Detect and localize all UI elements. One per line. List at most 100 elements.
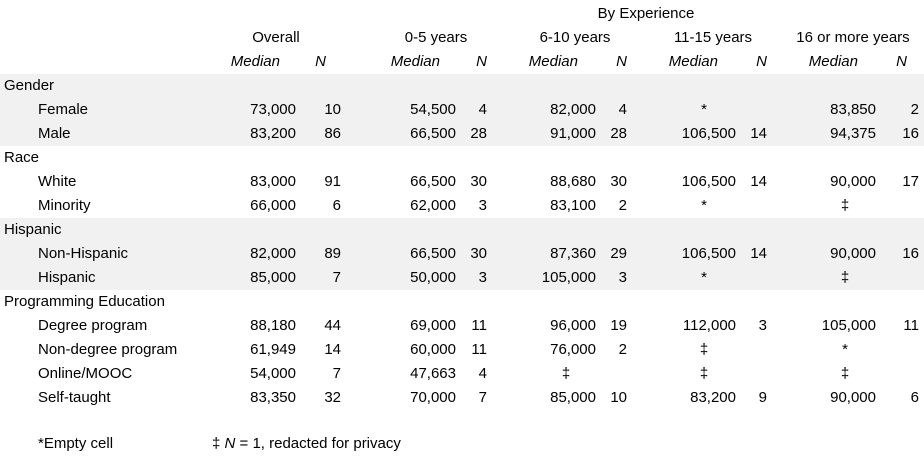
median-cell: 83,000	[250, 173, 296, 190]
n-cell: 30	[470, 245, 487, 262]
median-cell: 94,375	[830, 125, 876, 142]
table-row: Hispanic 85,000 7 50,000 3 105,000 3 * ‡	[0, 266, 924, 290]
median-cell: 83,100	[550, 197, 596, 214]
median-cell: 87,360	[550, 245, 596, 262]
row-label: Non-degree program	[38, 341, 178, 358]
column-header-4: 16 or more years	[796, 29, 910, 46]
median-cell: 88,680	[550, 173, 596, 190]
n-cell: 2	[618, 341, 627, 358]
n-cell: 29	[610, 245, 627, 262]
median-cell: ‡	[840, 365, 850, 382]
median-label: Median	[528, 53, 578, 70]
n-cell: 4	[478, 101, 487, 118]
footnote-empty-cell: *Empty cell	[38, 435, 114, 452]
n-cell: 2	[910, 101, 919, 118]
table-row: White 83,000 91 66,500 30 88,680 30 106,500 14 90…	[0, 170, 924, 194]
median-cell: 50,000	[410, 269, 456, 286]
group-header-row: Hispanic	[0, 218, 924, 242]
median-cell: 66,500	[410, 173, 456, 190]
n-cell: 9	[758, 389, 767, 406]
footnote-n-symbol: N	[224, 435, 236, 452]
n-label: N	[315, 53, 326, 70]
n-cell: 14	[750, 245, 767, 262]
median-cell: 66,500	[410, 245, 456, 262]
median-cell: 90,000	[830, 245, 876, 262]
median-cell: 96,000	[550, 317, 596, 334]
n-cell: 30	[610, 173, 627, 190]
n-cell: 3	[618, 269, 627, 286]
median-cell: 112,000	[682, 317, 736, 334]
median-cell: ‡	[699, 341, 709, 358]
row-label: Self-taught	[38, 389, 111, 406]
median-cell: 83,200	[690, 389, 736, 406]
n-label: N	[616, 53, 627, 70]
n-cell: 14	[324, 341, 341, 358]
median-cell: 69,000	[410, 317, 456, 334]
median-cell: 106,500	[681, 125, 736, 142]
n-cell: 10	[324, 101, 341, 118]
n-cell: 11	[903, 317, 919, 334]
n-cell: 10	[610, 389, 627, 406]
n-cell: 16	[902, 125, 919, 142]
n-cell: 7	[478, 389, 487, 406]
column-header-2: 6-10 years	[539, 29, 611, 46]
column-header-3: 11-15 years	[673, 29, 753, 46]
n-cell: 4	[618, 101, 627, 118]
median-cell: *	[701, 269, 707, 286]
row-label: Minority	[38, 197, 91, 214]
group-label: Programming Education	[4, 293, 165, 310]
n-label: N	[756, 53, 767, 70]
n-cell: 4	[478, 365, 487, 382]
row-label: Degree program	[38, 317, 148, 334]
by-experience-title: By Experience	[597, 5, 695, 22]
double-dagger-symbol: ‡	[212, 435, 221, 452]
median-cell: 88,180	[250, 317, 296, 334]
median-cell: ‡	[699, 365, 709, 382]
row-label: Male	[38, 125, 71, 142]
table-row: Minority 66,000 6 62,000 3 83,100 2 * ‡	[0, 194, 924, 218]
group-label: Gender	[4, 77, 55, 94]
n-cell: 91	[324, 173, 341, 190]
n-label: N	[896, 53, 907, 70]
n-cell: 28	[610, 125, 627, 142]
footnote-redacted: ‡ N = 1, redacted for privacy	[212, 434, 401, 454]
table-row: Degree program 88,180 44 69,000 11 96,000 19 11…	[0, 314, 924, 338]
group-label: Hispanic	[4, 221, 62, 238]
median-cell: 54,500	[410, 101, 456, 118]
median-cell: 47,663	[410, 365, 456, 382]
n-label: N	[476, 53, 487, 70]
row-label: Non-Hispanic	[38, 245, 129, 262]
median-cell: 106,500	[681, 173, 736, 190]
n-cell: 86	[324, 125, 341, 142]
median-cell: 82,000	[250, 245, 296, 262]
median-cell: ‡	[840, 197, 850, 214]
median-cell: 105,000	[541, 269, 596, 286]
median-cell: 70,000	[410, 389, 456, 406]
n-cell: 6	[910, 389, 919, 406]
n-cell: 7	[332, 365, 341, 382]
median-cell: 66,500	[410, 125, 456, 142]
column-header-0: Overall	[252, 29, 300, 46]
median-cell: 73,000	[250, 101, 296, 118]
table-row: Non-Hispanic 82,000 89 66,500 30 87,360 29 106,…	[0, 242, 924, 266]
n-cell: 19	[610, 317, 627, 334]
column-header-1: 0-5 years	[404, 29, 468, 46]
n-cell: 16	[902, 245, 919, 262]
median-cell: 90,000	[830, 173, 876, 190]
median-cell: 106,500	[681, 245, 736, 262]
median-cell: 66,000	[250, 197, 296, 214]
table-row: Male 83,200 86 66,500 28 91,000 28 106,500 14 94,…	[0, 122, 924, 146]
n-cell: 30	[470, 173, 487, 190]
row-label: Female	[38, 101, 89, 118]
median-cell: 90,000	[830, 389, 876, 406]
group-header-row: Programming Education	[0, 290, 924, 314]
row-label: Online/MOOC	[38, 365, 133, 382]
group-label: Race	[4, 149, 40, 166]
median-label: Median	[668, 53, 718, 70]
table-row: Female 73,000 10 54,500 4 82,000 4 * 83,850 2	[0, 98, 924, 122]
n-cell: 6	[332, 197, 341, 214]
n-cell: 3	[478, 197, 487, 214]
table-row: Self-taught 83,350 32 70,000 7 85,000 10 83,200…	[0, 386, 924, 410]
n-cell: 89	[324, 245, 341, 262]
table-row: Online/MOOC 54,000 7 47,663 4 ‡ ‡ ‡	[0, 362, 924, 386]
